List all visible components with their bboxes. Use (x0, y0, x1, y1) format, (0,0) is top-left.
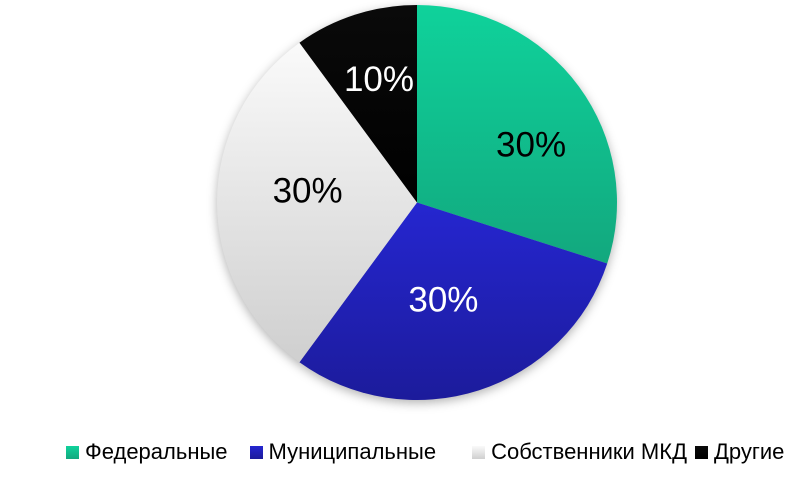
legend-item-municipal: Муниципальные (249, 439, 437, 465)
legend-label-other: Другие (713, 439, 785, 464)
legend-swatch-other (694, 445, 708, 459)
pie-slice-federal (417, 5, 617, 264)
legend-label-mkd-owners: Собственники МКД (491, 439, 687, 464)
slice-label-other: 10% (344, 60, 414, 99)
legend-label-federal: Федеральные (85, 439, 228, 464)
pie-svg: 30% 30% 30% 10% (217, 5, 617, 400)
legend-item-mkd-owners: Собственники МКД (472, 439, 687, 465)
legend-item-other: Другие (694, 439, 785, 465)
legend-item-federal: Федеральные (66, 439, 228, 465)
pie-slice-other (299, 5, 417, 203)
slice-label-federal: 30% (496, 126, 566, 165)
legend-swatch-municipal (249, 445, 263, 459)
pie-slice-mkd-owners (217, 42, 417, 363)
chart-legend: Федеральные Муниципальные Собственники МКД… (66, 439, 784, 465)
slice-label-mkd-owners: 30% (273, 172, 343, 211)
legend-swatch-federal (66, 445, 79, 459)
legend-label-municipal: Муниципальные (268, 439, 437, 464)
pie-slice-municipal (299, 202, 608, 400)
legend-swatch-mkd-owners (472, 445, 486, 459)
slice-label-municipal: 30% (408, 280, 478, 319)
